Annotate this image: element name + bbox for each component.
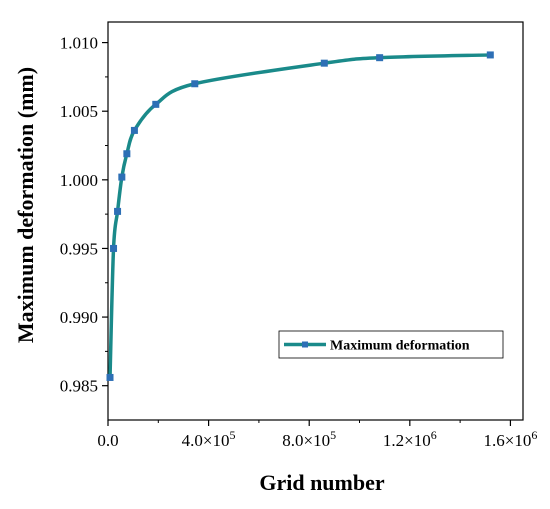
x-tick-exponent: 5 xyxy=(330,428,336,442)
data-point xyxy=(110,244,118,252)
x-tick-exponent: 6 xyxy=(431,428,437,442)
y-axis: 0.985 0.990 0.995 1.000 1.005 1.010 xyxy=(60,34,108,396)
x-tick-label: 0.0 xyxy=(97,431,118,450)
legend: Maximum deformation xyxy=(278,330,504,359)
x-tick-label: 8.0×105 xyxy=(282,428,336,450)
data-point xyxy=(123,150,131,158)
x-tick-exponent: 6 xyxy=(531,428,537,442)
y-tick-label: 0.985 xyxy=(60,377,98,396)
data-point xyxy=(114,207,122,215)
data-point xyxy=(376,54,384,62)
legend-label: Maximum deformation xyxy=(330,339,470,354)
y-tick-label: 1.010 xyxy=(60,34,98,53)
series-layer xyxy=(106,51,494,381)
y-tick-label: 1.005 xyxy=(60,102,98,121)
x-tick-label: 1.2×106 xyxy=(383,428,437,450)
data-point xyxy=(118,173,126,181)
x-tick-label: 4.0×105 xyxy=(182,428,236,450)
x-tick-exponent: 5 xyxy=(230,428,236,442)
x-axis-title: Grid number xyxy=(259,470,385,495)
data-point xyxy=(106,373,114,381)
y-tick-label: 0.990 xyxy=(60,308,98,327)
data-point xyxy=(486,51,494,59)
y-axis-title: Maximum deformation (mm) xyxy=(13,67,38,343)
series-line xyxy=(108,53,491,378)
y-tick-label: 1.000 xyxy=(60,171,98,190)
x-axis: 0.0 4.0×105 8.0×105 1.2×106 1.6×106 xyxy=(97,420,537,450)
y-tick-label: 0.995 xyxy=(60,239,98,258)
plot-frame xyxy=(107,21,524,421)
legend-marker xyxy=(302,341,308,348)
data-point xyxy=(191,80,199,88)
data-point xyxy=(130,126,138,134)
data-point xyxy=(320,59,328,67)
data-point xyxy=(152,100,160,108)
x-tick-label: 1.6×106 xyxy=(484,428,538,450)
plot-border xyxy=(107,21,524,421)
